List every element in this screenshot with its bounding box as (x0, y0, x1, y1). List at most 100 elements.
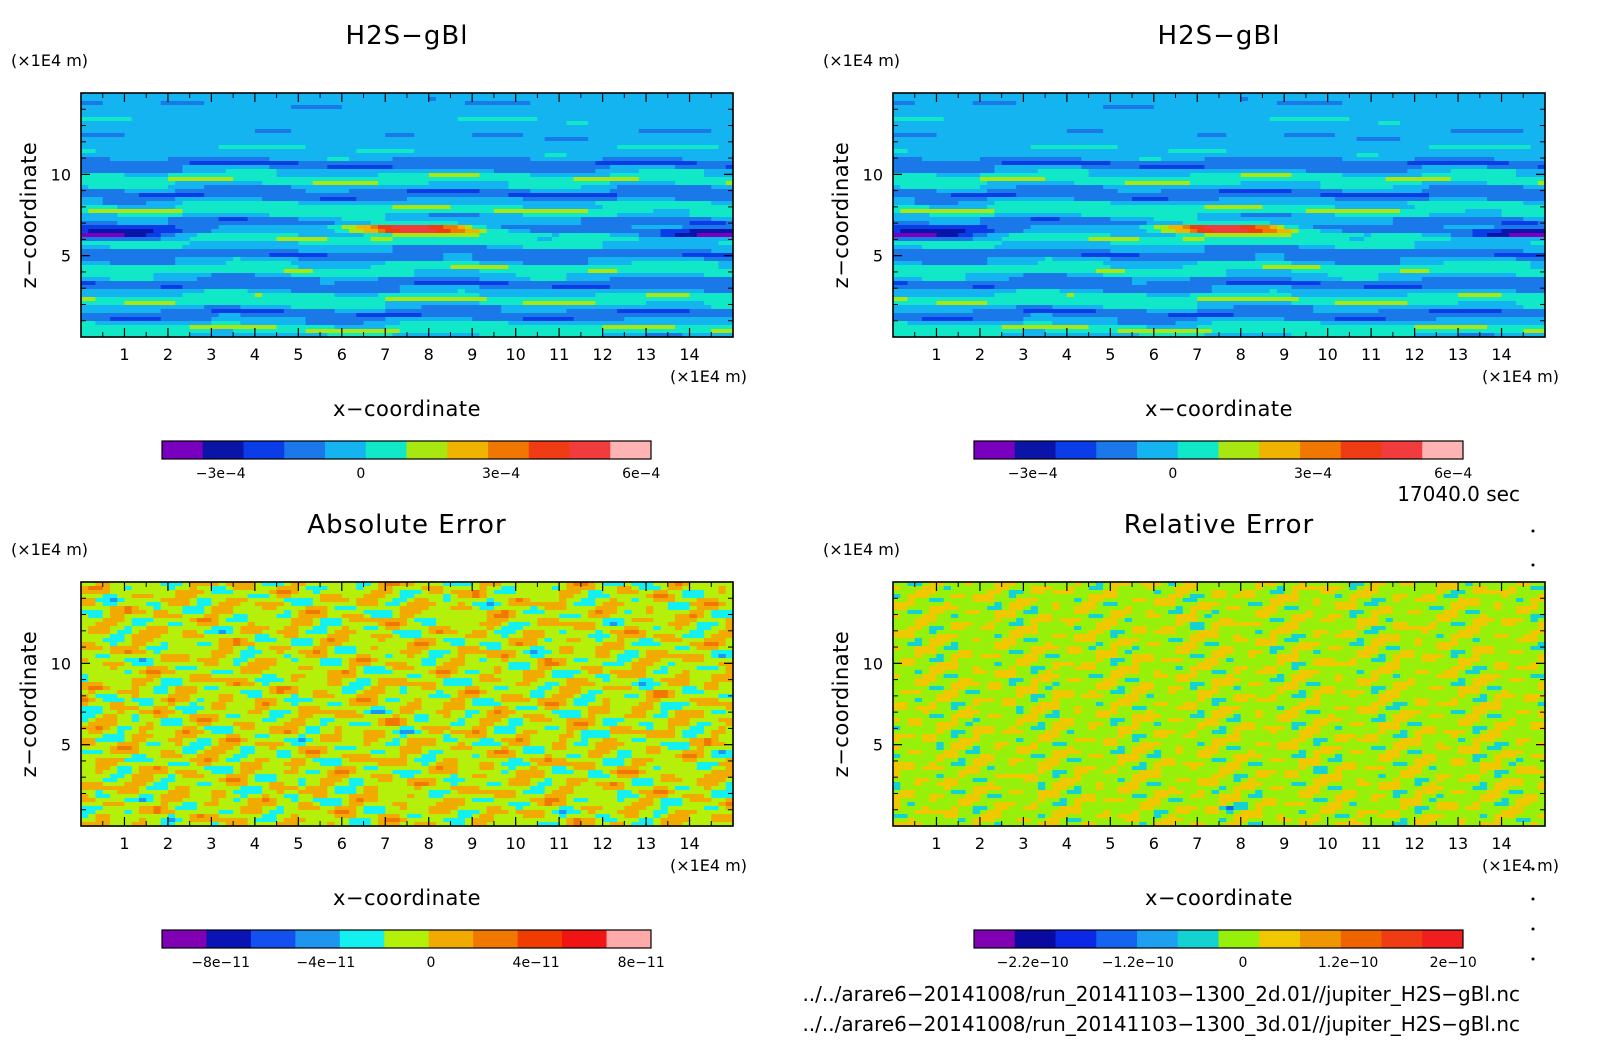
heatmap-cell (240, 97, 249, 102)
heatmap-cell (588, 141, 596, 146)
heatmap-cell (646, 289, 654, 294)
heatmap-cell (711, 253, 720, 258)
heatmap-cell (682, 165, 691, 170)
heatmap-cell (218, 197, 227, 202)
heatmap-cell (551, 97, 560, 102)
heatmap-cell (88, 309, 97, 314)
heatmap-cell (631, 209, 640, 214)
heatmap-cell (537, 245, 546, 250)
heatmap-cell (254, 309, 263, 314)
heatmap-cell (225, 205, 234, 210)
heatmap-cell (443, 229, 452, 234)
heatmap-cell (515, 105, 524, 110)
heatmap-cell (638, 293, 647, 298)
heatmap-cell (392, 181, 401, 186)
heatmap-cell (95, 285, 104, 290)
heatmap-cell (566, 261, 575, 266)
heatmap-cell (312, 117, 321, 122)
heatmap-cell (189, 149, 198, 154)
heatmap-cell (667, 153, 676, 158)
heatmap-cell (595, 137, 604, 142)
heatmap-cell (204, 213, 212, 218)
heatmap-cell (189, 273, 198, 278)
heatmap-cell (392, 121, 401, 126)
heatmap-cell (624, 297, 633, 302)
heatmap-cell (240, 157, 249, 162)
heatmap-cell (718, 157, 727, 162)
heatmap-cell (131, 261, 140, 266)
heatmap-cell (254, 173, 263, 178)
heatmap-cell (457, 137, 466, 142)
heatmap-cell (334, 213, 343, 218)
heatmap-cell (617, 93, 625, 98)
heatmap-cell (385, 297, 394, 302)
heatmap-cell (638, 277, 647, 282)
heatmap-cell (370, 181, 379, 186)
heatmap-cell (682, 285, 691, 290)
heatmap-cell (609, 141, 618, 146)
heatmap-cell (175, 313, 184, 318)
heatmap-cell (211, 121, 220, 126)
heatmap-cell (450, 277, 459, 282)
heatmap-cell (138, 201, 147, 206)
heatmap-cell (88, 225, 97, 230)
heatmap-cell (291, 93, 299, 98)
heatmap-cell (262, 181, 270, 186)
heatmap-cell (146, 177, 155, 182)
heatmap-cell (493, 281, 502, 286)
heatmap-cell (399, 101, 408, 106)
heatmap-cell (182, 153, 191, 158)
heatmap-cell (660, 209, 669, 214)
heatmap-cell (515, 201, 524, 206)
heatmap-cell (530, 109, 538, 114)
heatmap-cell (435, 205, 444, 210)
heatmap-cell (508, 205, 517, 210)
heatmap-cell (537, 149, 546, 154)
heatmap-cell (508, 305, 517, 310)
heatmap-cell (240, 233, 249, 238)
heatmap-cell (291, 121, 299, 126)
heatmap-cell (725, 225, 734, 230)
heatmap-cell (225, 229, 234, 234)
heatmap-cell (457, 181, 466, 186)
heatmap-cell (711, 305, 720, 310)
heatmap-cell (312, 149, 321, 154)
heatmap-cell (189, 185, 198, 190)
heatmap-cell (472, 277, 481, 282)
heatmap-cell (450, 165, 459, 170)
heatmap-cell (167, 149, 176, 154)
heatmap-cell (566, 305, 575, 310)
heatmap-cell (175, 161, 184, 166)
heatmap-cell (667, 213, 676, 218)
heatmap-cell (421, 253, 430, 258)
heatmap-cell (537, 249, 546, 254)
heatmap-cell (522, 205, 531, 210)
heatmap-cell (276, 173, 285, 178)
heatmap-cell (696, 297, 705, 302)
heatmap-cell (493, 301, 502, 306)
heatmap-cell (81, 201, 89, 206)
heatmap-cell (167, 185, 176, 190)
heatmap-cell (624, 301, 633, 306)
heatmap-cell (204, 217, 212, 222)
heatmap-cell (320, 209, 328, 214)
heatmap-cell (428, 93, 437, 98)
heatmap-cell (102, 313, 111, 318)
heatmap-cell (196, 305, 205, 310)
heatmap-cell (457, 289, 466, 294)
heatmap-cell (247, 189, 256, 194)
heatmap-cell (392, 209, 401, 214)
heatmap-cell (247, 229, 256, 234)
heatmap-cell (363, 113, 372, 118)
heatmap-cell (363, 185, 372, 190)
heatmap-cell (153, 213, 162, 218)
heatmap-cell (247, 277, 256, 282)
heatmap-cell (254, 229, 263, 234)
heatmap-cell (95, 289, 104, 294)
heatmap-cell (225, 185, 234, 190)
heatmap-cell (146, 121, 155, 126)
heatmap-cell (88, 105, 97, 110)
heatmap-cell (537, 165, 546, 170)
heatmap-cell (153, 121, 162, 126)
heatmap-cell (421, 249, 430, 254)
